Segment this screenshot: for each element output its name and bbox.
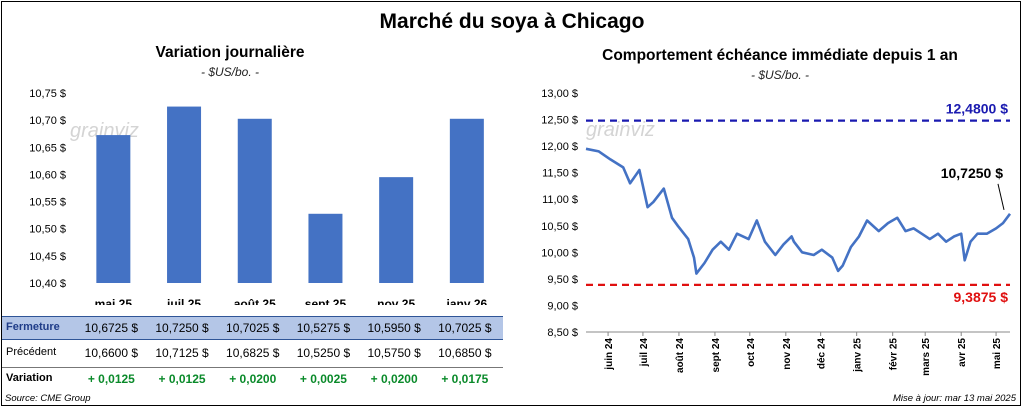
line-x-tick: juil 24: [639, 338, 650, 368]
table-row-precedent: Précédent 10,6600 $ 10,7125 $ 10,6825 $ 10,…: [2, 342, 503, 364]
line-y-tick: 12,50 $: [541, 115, 578, 127]
table-cell-precedent: 10,5250 $: [296, 346, 351, 360]
table-cell-precedent: 10,5750 $: [367, 346, 421, 360]
line-y-tick: 13,00 $: [541, 88, 578, 100]
line-y-tick: 9,00 $: [547, 300, 578, 312]
source-note: Source: CME Group: [5, 393, 91, 404]
bar-y-tick: 10,60 $: [29, 169, 66, 181]
last-value-label: 10,7250 $: [941, 165, 1003, 181]
right-chart-title: Comportement échéance immédiate depuis 1…: [602, 47, 958, 64]
line-y-tick: 10,00 $: [541, 247, 578, 259]
reference-line-label: 9,3875 $: [954, 289, 1009, 305]
table-cell-precedent: 10,6600 $: [84, 346, 139, 360]
watermark-right: grainviz: [586, 119, 655, 141]
line-y-tick: 12,00 $: [541, 141, 578, 153]
bar: [449, 118, 484, 284]
row-label-precedent: Précédent: [6, 346, 57, 358]
bar-y-tick: 10,40 $: [29, 278, 66, 290]
table-cell-variation: + 0,0200: [229, 372, 277, 386]
bar: [96, 135, 131, 283]
bar-y-tick: 10,45 $: [29, 251, 66, 263]
bar-category-label: mai 25: [95, 297, 133, 305]
line-x-tick: mars 25: [921, 338, 932, 376]
right-chart-units: - $US/bo. -: [750, 68, 810, 82]
line-x-tick: sept 24: [711, 338, 722, 373]
line-y-tick: 11,00 $: [542, 194, 578, 206]
line-x-tick: avr 25: [957, 338, 968, 367]
table-cell-fermeture: 10,5950 $: [367, 321, 421, 335]
table-cell-variation: + 0,0175: [441, 372, 489, 386]
table-cell-precedent: 10,6825 $: [226, 346, 280, 360]
table-cell-variation: + 0,0125: [87, 372, 135, 386]
bar-y-tick: 10,55 $: [29, 197, 66, 209]
row-label-fermeture: Fermeture: [6, 321, 60, 333]
bar-chart: grainviz 10,40 $10,45 $10,50 $10,55 $10,…: [29, 88, 487, 305]
bar: [167, 106, 202, 283]
table-cell-variation: + 0,0125: [158, 372, 206, 386]
bar-category-label: janv 26: [445, 297, 487, 305]
line-y-tick: 10,50 $: [541, 221, 578, 233]
reference-line-label: 12,4800 $: [946, 101, 1008, 117]
bar-y-tick: 10,65 $: [29, 142, 66, 154]
line-x-tick: juin 24: [604, 338, 615, 371]
left-chart-units: - $US/bo. -: [200, 65, 260, 79]
table-cell-fermeture: 10,7250 $: [155, 321, 209, 335]
line-x-tick: déc 24: [817, 338, 828, 370]
bar: [308, 213, 343, 283]
table-row-variation: Variation + 0,0125 + 0,0125 + 0,0200 + 0,00…: [2, 367, 503, 390]
table-cell-variation: + 0,0025: [299, 372, 347, 386]
table-row-fermeture: Fermeture 10,6725 $ 10,7250 $ 10,7025 $ 10,…: [2, 316, 503, 340]
bar: [237, 118, 272, 284]
update-note: Mise à jour: mar 13 mai 2025: [892, 393, 1016, 404]
bar: [379, 177, 414, 283]
bar-category-label: août 25: [234, 297, 276, 305]
table-cell-variation: + 0,0200: [370, 372, 418, 386]
price-series-line: [585, 147, 1012, 275]
line-x-tick: févr 25: [889, 338, 900, 371]
line-y-tick: 11,50 $: [542, 168, 578, 180]
bar-category-label: sept 25: [305, 297, 347, 305]
line-x-tick: nov 24: [782, 338, 793, 370]
bar-y-tick: 10,50 $: [29, 224, 66, 236]
table-cell-fermeture: 10,5275 $: [296, 321, 351, 335]
bar-category-label: juil 25: [166, 297, 201, 305]
bar-y-tick: 10,75 $: [29, 88, 66, 100]
bar-category-label: nov 25: [377, 297, 415, 305]
table-cell-precedent: 10,7125 $: [155, 346, 209, 360]
table-cell-fermeture: 10,7025 $: [438, 321, 492, 335]
line-x-tick: janv 25: [853, 338, 864, 373]
line-y-tick: 9,50 $: [547, 274, 578, 286]
bar-y-tick: 10,70 $: [29, 115, 66, 127]
last-value-leader: [997, 183, 1005, 210]
table-cell-fermeture: 10,7025 $: [226, 321, 280, 335]
page-title: Marché du soya à Chicago: [379, 10, 645, 33]
left-chart-title: Variation journalière: [155, 44, 305, 61]
row-label-variation: Variation: [6, 372, 53, 384]
table-cell-fermeture: 10,6725 $: [84, 321, 139, 335]
table-cell-precedent: 10,6850 $: [438, 346, 492, 360]
line-x-tick: mai 25: [992, 338, 1003, 370]
line-x-tick: oct 24: [746, 338, 757, 367]
line-x-tick: août 24: [675, 338, 686, 373]
line-y-tick: 8,50 $: [547, 327, 578, 339]
